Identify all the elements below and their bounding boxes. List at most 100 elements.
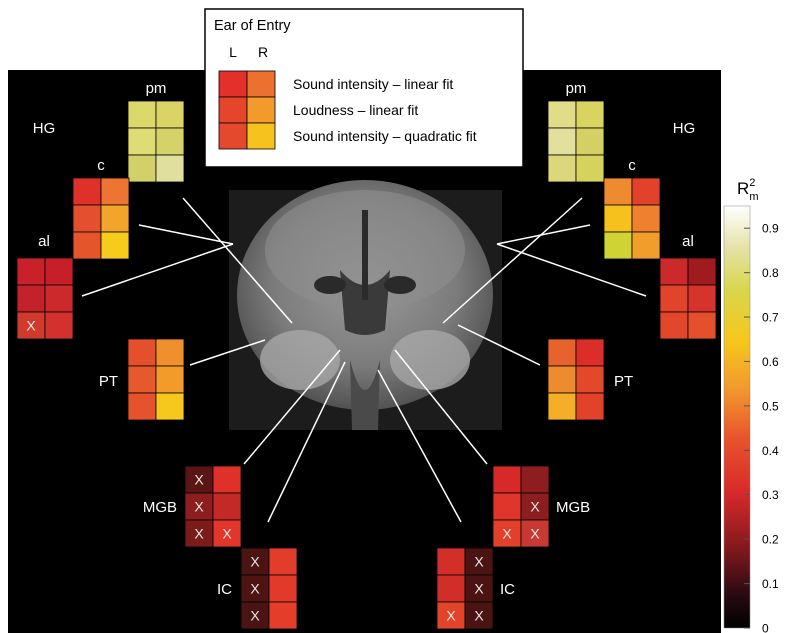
grid-cell (464, 574, 494, 603)
region-label: pm (146, 80, 167, 97)
grid-cell (575, 365, 605, 394)
region-label: IC (500, 581, 515, 598)
grid-cell (100, 177, 130, 206)
grid-cell (44, 284, 74, 313)
legend-row: Loudness – linear fit (218, 96, 418, 124)
region-label: IC (217, 581, 232, 598)
region-right-c: c (603, 157, 661, 260)
grid-cell (547, 338, 577, 367)
legend-col-right: R (258, 44, 268, 60)
grid-cell (659, 311, 689, 340)
region-label: HG (673, 120, 696, 137)
not-significant-marker: X (194, 526, 204, 542)
not-significant-marker: X (194, 472, 204, 488)
legend-swatch (218, 96, 248, 124)
legend-swatch (246, 96, 276, 124)
legend-swatch (218, 122, 248, 150)
region-left-pm: pm (127, 80, 185, 183)
grid-cell (127, 100, 157, 129)
colorbar-tick-label: 0.7 (762, 311, 779, 325)
grid-cell (603, 177, 633, 206)
not-significant-marker: X (250, 554, 260, 570)
grid-cell (44, 311, 74, 340)
region-left-pt: PT (99, 338, 185, 421)
colorbar-tick-label: 0.9 (762, 222, 779, 236)
grid-cell (631, 231, 661, 260)
not-significant-marker: X (530, 526, 540, 542)
colorbar: R2 m 0 0.1 0.2 0.3 0.4 0.5 0.6 0.7 0.8 0.9 (723, 177, 779, 633)
grid-cell (436, 547, 466, 576)
grid-cell (212, 519, 242, 548)
region-label: al (38, 233, 50, 250)
grid-cell (631, 204, 661, 233)
not-significant-marker: X (194, 499, 204, 515)
grid-cell (687, 311, 717, 340)
not-significant-marker: X (502, 526, 512, 542)
grid-cell (127, 365, 157, 394)
colorbar-tick-label: 0.4 (762, 444, 779, 458)
grid-cell (155, 365, 185, 394)
region-label: MGB (143, 499, 177, 516)
grid-cell (603, 231, 633, 260)
region-right-al: al (659, 233, 717, 340)
region-label: HG (33, 120, 56, 137)
grid-cell (436, 601, 466, 630)
colorbar-tick-label: 0.5 (762, 399, 779, 413)
grid-cell (492, 492, 522, 521)
brain-mri-slice (229, 180, 502, 430)
grid-cell (547, 365, 577, 394)
grid-cell (100, 204, 130, 233)
grid-cell (127, 154, 157, 183)
grid-cell (492, 465, 522, 494)
not-significant-marker: X (250, 581, 260, 597)
grid-cell (155, 127, 185, 156)
grid-cell (547, 100, 577, 129)
legend: Ear of Entry L R Sound intensity – linea… (204, 8, 524, 168)
colorbar-tick-label: 0.3 (762, 488, 779, 502)
legend-title: Ear of Entry (214, 18, 291, 34)
not-significant-marker: X (530, 499, 540, 515)
colorbar-tick-label: 0 (762, 622, 769, 633)
grid-cell (127, 127, 157, 156)
grid-cell (268, 574, 298, 603)
grid-cell (100, 231, 130, 260)
region-label: pm (566, 80, 587, 97)
colorbar-label: R2 m (737, 177, 759, 203)
colorbar-tick-label: 0.1 (762, 577, 779, 591)
region-left-c: c (72, 157, 130, 260)
grid-cell (184, 465, 214, 494)
not-significant-marker: X (250, 608, 260, 624)
grid-cell (436, 574, 466, 603)
grid-cell (687, 257, 717, 286)
region-label: PT (99, 373, 118, 390)
grid-cell (72, 231, 102, 260)
legend-row: Sound intensity – quadratic fit (218, 122, 477, 150)
grid-cell (212, 492, 242, 521)
grid-cell (127, 338, 157, 367)
colorbar-gradient (723, 205, 751, 629)
grid-cell (127, 392, 157, 421)
not-significant-marker: X (26, 318, 36, 334)
colorbar-tick-label: 0.2 (762, 533, 779, 547)
legend-row-label: Sound intensity – linear fit (293, 76, 453, 92)
grid-cell (547, 127, 577, 156)
region-right-pm: pm (547, 80, 605, 183)
not-significant-marker: X (474, 554, 484, 570)
grid-cell (575, 100, 605, 129)
not-significant-marker: X (222, 526, 232, 542)
grid-cell (520, 465, 550, 494)
region-label: c (97, 157, 105, 174)
legend-swatch (218, 70, 248, 98)
grid-cell (464, 601, 494, 630)
grid-cell (603, 204, 633, 233)
grid-cell (72, 204, 102, 233)
grid-cell (155, 154, 185, 183)
legend-swatch (246, 70, 276, 98)
grid-cell (155, 100, 185, 129)
grid-cell (212, 465, 242, 494)
grid-cell (16, 311, 46, 340)
